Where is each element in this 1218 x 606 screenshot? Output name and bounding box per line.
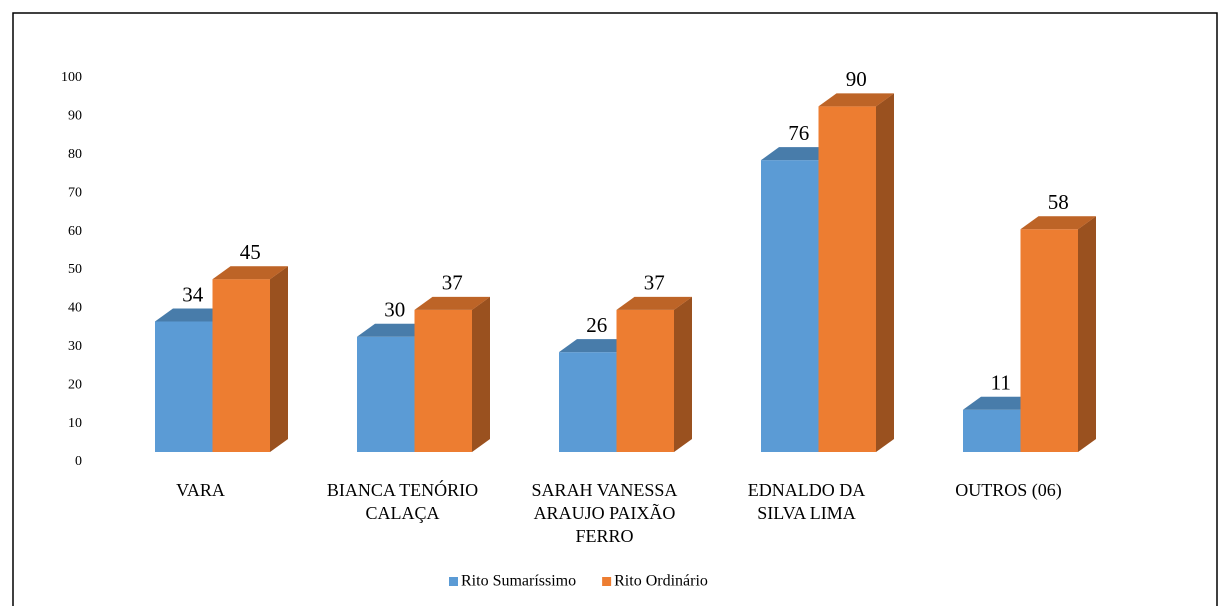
data-label: 76 xyxy=(788,121,809,145)
x-tick-line: FERRO xyxy=(575,526,633,546)
bar xyxy=(414,296,490,452)
bar-front xyxy=(818,106,876,453)
bar xyxy=(1020,216,1096,452)
bar-front xyxy=(212,279,270,452)
bar-top xyxy=(616,296,692,310)
bar-side-shade xyxy=(1078,216,1096,452)
bar-top-shade xyxy=(414,296,490,310)
data-label: 11 xyxy=(991,371,1011,395)
bar-side xyxy=(1078,216,1096,452)
bar xyxy=(616,296,692,452)
x-tick-label: VARA xyxy=(176,480,225,500)
bar-front xyxy=(559,352,617,452)
bar-top-shade xyxy=(357,323,433,337)
data-label: 37 xyxy=(442,271,463,295)
bar-front xyxy=(1020,229,1078,452)
bar-top xyxy=(963,396,1039,410)
y-tick-label: 0 xyxy=(75,454,82,469)
data-label: 90 xyxy=(846,67,867,91)
bar-top-shade xyxy=(559,339,635,353)
bar-top-shade xyxy=(1020,216,1096,230)
bar-front xyxy=(616,309,674,452)
bar-top xyxy=(414,296,490,310)
data-label: 30 xyxy=(384,298,405,322)
data-label: 37 xyxy=(644,271,665,295)
y-tick-label: 20 xyxy=(68,377,82,392)
y-tick-label: 80 xyxy=(68,147,82,162)
x-tick-line: EDNALDO DA xyxy=(748,480,865,500)
bar-top xyxy=(761,147,837,161)
y-tick-label: 50 xyxy=(68,262,82,277)
data-label: 45 xyxy=(240,240,261,264)
chart-frame xyxy=(12,12,1218,606)
bar-top xyxy=(1020,216,1096,230)
bar-top xyxy=(155,308,231,322)
bar-top-shade xyxy=(818,93,894,107)
x-tick-line: BIANCA TENÓRIO xyxy=(327,479,478,500)
bar-top xyxy=(212,266,288,280)
data-label: 34 xyxy=(182,282,204,306)
x-tick-label: EDNALDO DA SILVA LIMA xyxy=(748,480,865,523)
data-label: 58 xyxy=(1048,190,1069,214)
bar-front xyxy=(414,309,472,452)
bar-side-shade xyxy=(876,93,894,453)
legend-swatch xyxy=(602,577,612,586)
y-tick-label: 60 xyxy=(68,224,82,239)
bar xyxy=(212,266,288,452)
x-tick-line: ARAUJO PAIXÃO xyxy=(534,502,676,523)
bar-top-shade xyxy=(616,296,692,310)
bar xyxy=(818,93,894,453)
bar-side xyxy=(270,266,288,452)
data-label: 26 xyxy=(586,313,607,337)
bar-top xyxy=(559,339,635,353)
bar-top-shade xyxy=(963,396,1039,410)
bar-front xyxy=(155,321,213,452)
legend-label: Rito Ordinário xyxy=(614,573,708,590)
y-tick-label: 70 xyxy=(68,185,82,200)
bar-side xyxy=(876,93,894,453)
x-tick-line: SILVA LIMA xyxy=(757,503,856,523)
bar-front xyxy=(357,336,415,452)
x-tick-line: OUTROS (06) xyxy=(955,480,1062,501)
x-tick-line: CALAÇA xyxy=(365,503,439,523)
x-tick-label: BIANCA TENÓRIO CALAÇA xyxy=(327,479,478,523)
y-tick-label: 40 xyxy=(68,301,82,316)
x-tick-line: VARA xyxy=(176,480,225,500)
bar-front xyxy=(963,409,1021,452)
legend-label: Rito Sumaríssimo xyxy=(461,573,576,590)
x-tick-line: SARAH VANESSA xyxy=(532,480,678,500)
bar-side-shade xyxy=(674,296,692,452)
legend-swatch xyxy=(449,577,458,586)
bar-top xyxy=(818,93,894,107)
bar-front xyxy=(761,160,819,452)
bar-side-shade xyxy=(270,266,288,452)
bar-side xyxy=(472,296,490,452)
y-tick-label: 30 xyxy=(68,339,82,354)
bar-top-shade xyxy=(155,308,231,322)
bar-top-shade xyxy=(212,266,288,280)
y-tick-label: 100 xyxy=(61,70,82,85)
x-tick-label: SARAH VANESSA ARAUJO PAIXÃO FERRO xyxy=(532,480,678,546)
bar-side xyxy=(674,296,692,452)
y-tick-label: 10 xyxy=(68,416,82,431)
bar-top-shade xyxy=(761,147,837,161)
y-tick-label: 90 xyxy=(68,109,82,124)
bar-side-shade xyxy=(472,296,490,452)
bar-top xyxy=(357,323,433,337)
x-tick-label: OUTROS (06) xyxy=(955,480,1062,501)
